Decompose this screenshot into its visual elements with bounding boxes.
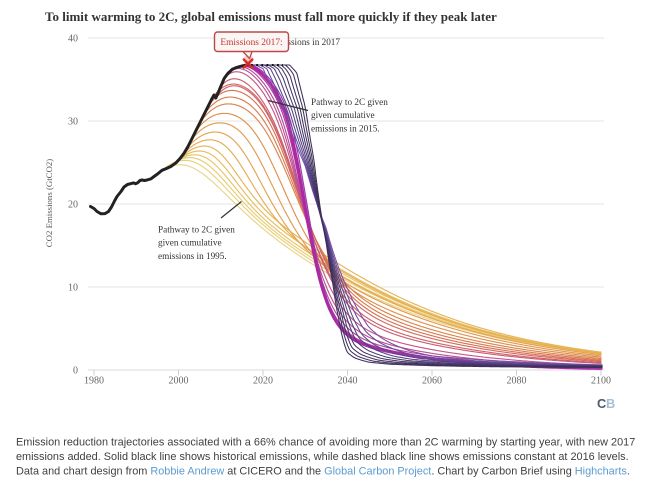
svg-text:To limit warming to 2C, global: To limit warming to 2C, global emissions… [45,9,497,24]
svg-text:1980: 1980 [84,376,104,387]
svg-text:40: 40 [68,34,78,45]
svg-text:emissions added. Solid black l: emissions added. Solid black line shows … [16,451,629,463]
svg-text:2060: 2060 [422,376,442,387]
svg-text:2080: 2080 [507,376,527,387]
svg-text:2100: 2100 [591,376,611,387]
svg-text:CO2 Emissions (GtCO2): CO2 Emissions (GtCO2) [44,159,54,248]
svg-text:Emission reduction trajectorie: Emission reduction trajectories associat… [16,437,635,449]
svg-text:30: 30 [68,117,78,128]
svg-text:emissions in 2015.: emissions in 2015. [311,123,380,133]
svg-text:given cumulative: given cumulative [311,110,375,120]
svg-text:Data and chart design from Rob: Data and chart design from Robbie Andrew… [16,466,630,478]
svg-text:10: 10 [68,283,78,294]
svg-text:emissions in 1995.: emissions in 1995. [158,251,227,261]
svg-text:Pathway to 2C given: Pathway to 2C given [158,225,235,235]
svg-text:Emissions in 2017: Emissions in 2017 [272,37,340,47]
svg-text:2000: 2000 [169,376,189,387]
svg-text:0: 0 [73,366,78,377]
svg-text:2020: 2020 [253,376,273,387]
svg-text:given cumulative: given cumulative [158,238,222,248]
svg-text:CB: CB [597,396,615,411]
svg-text:20: 20 [68,200,78,211]
svg-text:Pathway to 2C given: Pathway to 2C given [311,97,388,107]
svg-text:Emissions 2017:: Emissions 2017: [220,38,282,48]
svg-text:2040: 2040 [338,376,358,387]
